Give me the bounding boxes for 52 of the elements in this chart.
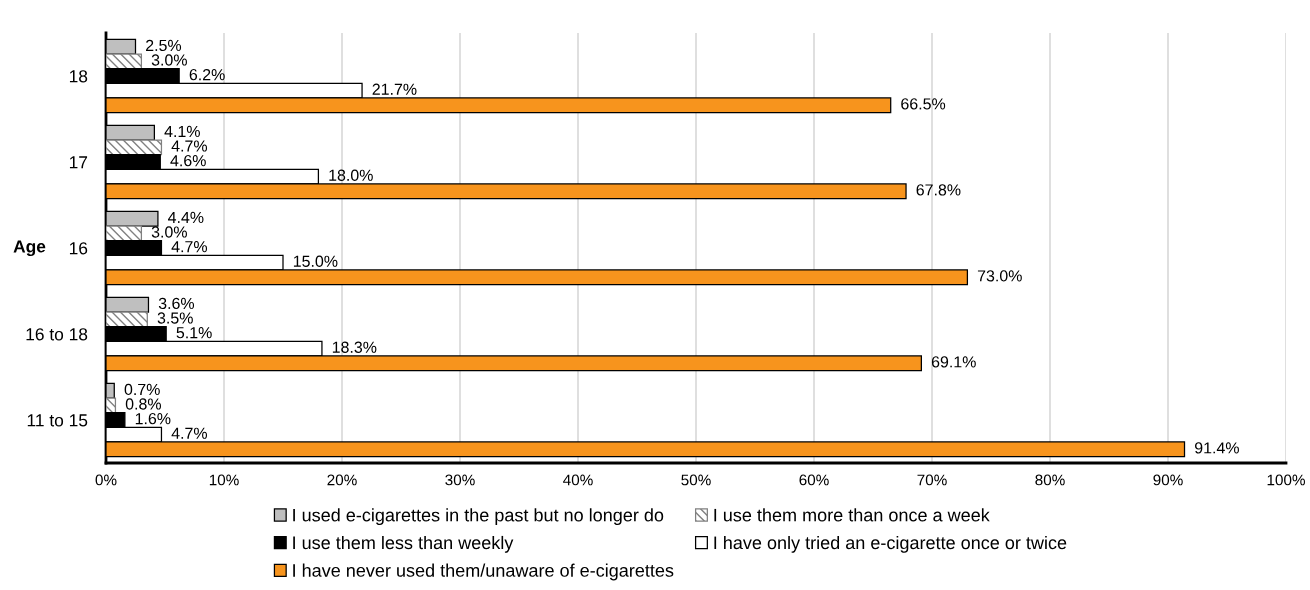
- data-label: 91.4%: [1194, 442, 1239, 454]
- legend-label: I have only tried an e-cigarette once or twice: [714, 535, 1067, 553]
- x-tick-label: 50%: [681, 474, 711, 486]
- x-tick-label: 70%: [917, 474, 947, 486]
- x-tick-label: 20%: [327, 474, 357, 486]
- data-label: 15.0%: [293, 255, 338, 267]
- y-tick-label: 16 to 18: [26, 328, 88, 341]
- y-tick-label: 18: [69, 70, 88, 83]
- legend-label: I use them less than weekly: [293, 535, 514, 553]
- data-label: 2.5%: [146, 39, 182, 52]
- data-label: 4.7%: [171, 241, 208, 253]
- data-label: 5.1%: [176, 327, 212, 339]
- bar: [106, 397, 117, 414]
- x-tick-label: 10%: [209, 474, 239, 486]
- y-axis-title: Age: [13, 240, 46, 257]
- y-tick-label: 17: [69, 156, 88, 169]
- y-tick-label: 16: [69, 242, 88, 255]
- data-label: 3.5%: [157, 312, 193, 324]
- data-label: 0.8%: [125, 398, 161, 410]
- data-label: 3.0%: [151, 54, 187, 66]
- data-label: 4.1%: [164, 125, 200, 137]
- data-label: 1.6%: [135, 412, 171, 425]
- x-tick-label: 90%: [1153, 474, 1183, 486]
- data-label: 0.7%: [124, 383, 160, 396]
- x-tick-label: 100%: [1267, 474, 1305, 486]
- bar: [106, 53, 143, 70]
- legend-label: I have never used them/unaware of e-cigarettes: [293, 563, 674, 581]
- data-label: 6.2%: [189, 68, 225, 81]
- data-label: 4.4%: [168, 211, 204, 223]
- x-tick-label: 60%: [799, 474, 829, 486]
- data-label: 4.7%: [171, 140, 208, 152]
- bar: [106, 311, 148, 328]
- x-tick-label: 80%: [1035, 474, 1065, 486]
- data-label: 21.7%: [372, 83, 417, 95]
- legend-label: I use them more than once a week: [714, 508, 990, 522]
- x-tick-label: 40%: [563, 474, 593, 486]
- y-tick-label: 11 to 15: [27, 414, 88, 427]
- data-label: 3.0%: [151, 226, 187, 238]
- data-label: 18.0%: [329, 169, 373, 181]
- bar: [106, 225, 143, 242]
- x-tick-label: 0%: [95, 474, 117, 486]
- data-label: 3.6%: [158, 297, 195, 310]
- data-label: 73.0%: [977, 270, 1022, 282]
- x-tick-label: 30%: [445, 474, 475, 486]
- legend-label: I used e-cigarettes in the past but no longer do: [293, 508, 664, 526]
- data-label: 69.1%: [931, 356, 976, 368]
- data-label: 4.6%: [170, 154, 206, 167]
- data-label: 67.8%: [916, 184, 961, 196]
- data-label: 66.5%: [901, 98, 946, 110]
- data-label: 4.7%: [171, 427, 208, 439]
- bar: [106, 139, 163, 156]
- data-label: 18.3%: [332, 341, 377, 353]
